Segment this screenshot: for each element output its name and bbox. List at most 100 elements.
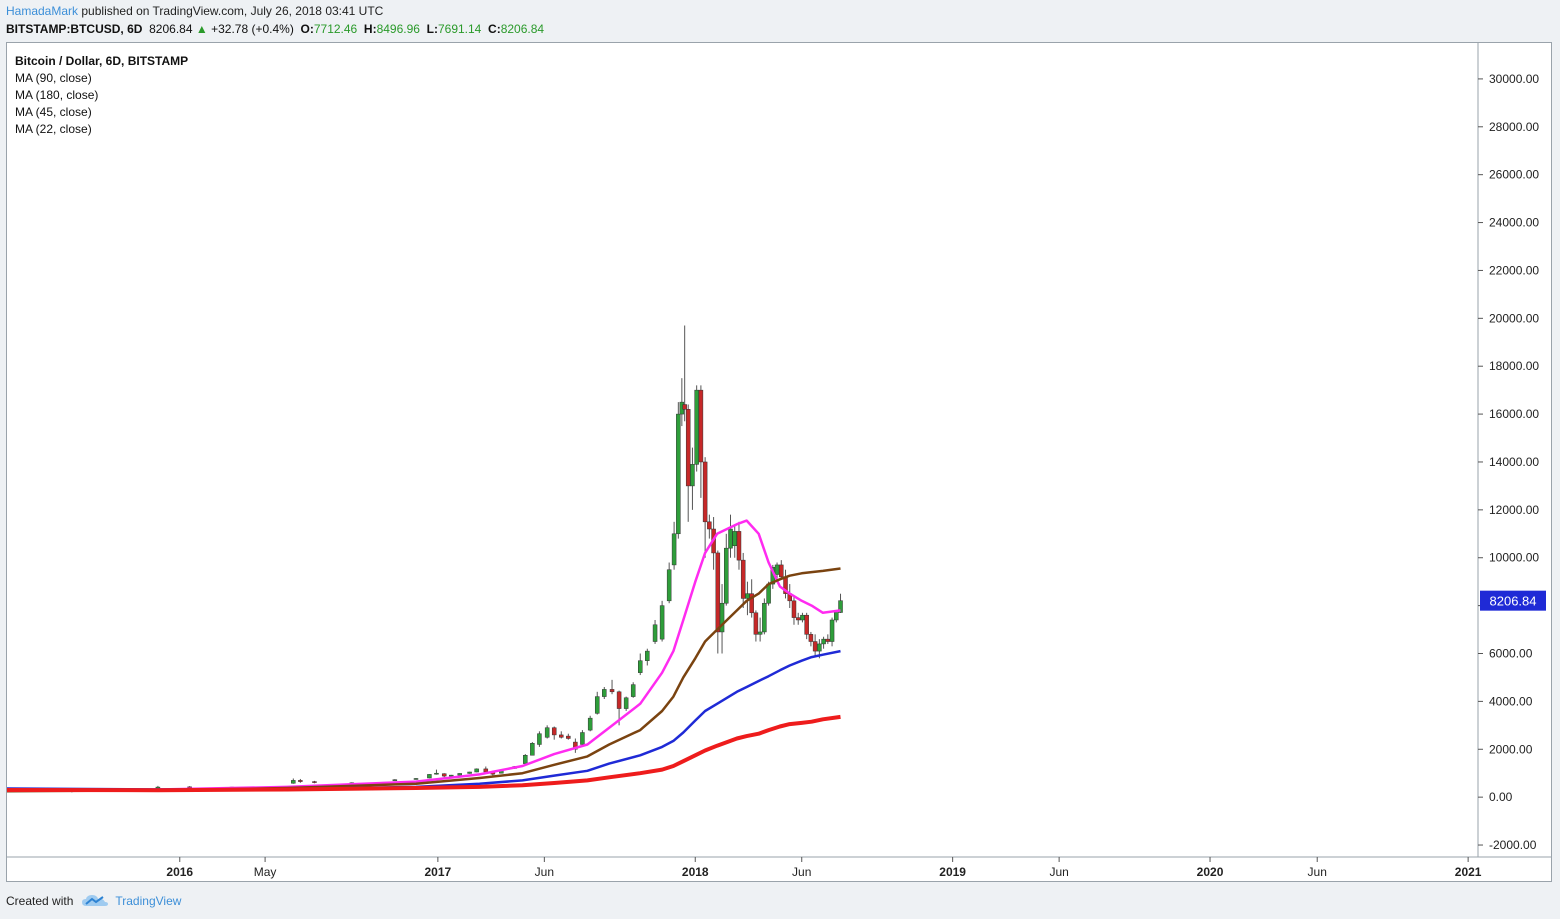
candle-body <box>676 413 681 535</box>
high-label: H: <box>363 22 377 36</box>
candle-body <box>757 631 763 635</box>
candle-body <box>719 602 725 633</box>
candle-body <box>762 602 767 633</box>
footer: Created with TradingView <box>6 893 181 909</box>
candle-body <box>800 614 805 621</box>
legend-ma45[interactable]: MA (45, close) <box>15 105 92 119</box>
tradingview-cloud-icon <box>82 895 109 906</box>
x-tick-label: 2017 <box>425 865 452 879</box>
ma-line-45 <box>6 567 841 793</box>
y-tick-label: 18000.00 <box>1489 359 1539 373</box>
candle-body <box>413 778 419 780</box>
y-tick-label: 10000.00 <box>1489 551 1539 565</box>
legend-ma90[interactable]: MA (90, close) <box>15 71 92 85</box>
y-tick-label: 14000.00 <box>1489 455 1539 469</box>
y-tick-label: 22000.00 <box>1489 263 1539 277</box>
y-tick-label: 4000.00 <box>1489 694 1533 708</box>
created-with-text: Created with <box>6 894 74 908</box>
candle-body <box>530 743 535 756</box>
candle-body <box>682 404 687 410</box>
y-tick-label: 20000.00 <box>1489 311 1539 325</box>
candle-body <box>791 600 797 618</box>
candle-body <box>808 634 814 642</box>
candles-layer <box>69 325 843 793</box>
candle-body <box>804 614 809 635</box>
candle-body <box>566 735 571 739</box>
candle-body <box>474 768 479 773</box>
x-tick-label: Jun <box>792 865 811 879</box>
y-tick-label: 26000.00 <box>1489 168 1539 182</box>
candle-body <box>838 600 843 613</box>
close-label: C: <box>488 22 501 36</box>
y-tick-label: 2000.00 <box>1489 742 1533 756</box>
candle-body <box>441 773 447 777</box>
symbol-label: BITSTAMP:BTCUSD, 6D <box>6 22 143 36</box>
y-tick-label: 28000.00 <box>1489 120 1539 134</box>
candle-body <box>740 559 746 599</box>
author-link[interactable]: HamadaMark <box>6 4 79 18</box>
y-tick-label: 12000.00 <box>1489 503 1539 517</box>
candle-body <box>829 619 835 642</box>
open-value: 7712.46 <box>313 22 358 36</box>
candle-body <box>821 638 826 645</box>
candle-body <box>652 624 658 642</box>
tradingview-link[interactable]: TradingView <box>115 894 182 908</box>
candle-body <box>724 547 729 604</box>
candle-body <box>753 612 759 635</box>
candle-body <box>812 641 818 652</box>
ma-line-90 <box>6 649 841 791</box>
candle-body <box>749 593 754 614</box>
x-tick-label: Jun <box>535 865 554 879</box>
last-price-badge <box>1480 590 1546 611</box>
y-tick-label: 16000.00 <box>1489 407 1539 421</box>
publish-text: published on TradingView.com, July 26, 2… <box>81 4 384 18</box>
candle-body <box>645 650 650 661</box>
low-label: L: <box>426 22 438 36</box>
y-tick-label: -2000.00 <box>1489 838 1537 852</box>
candle-body <box>736 531 742 561</box>
up-arrow-icon: ▲ <box>195 22 208 36</box>
candle-body <box>523 755 528 764</box>
y-tick-label: 24000.00 <box>1489 216 1539 230</box>
candle-body <box>825 638 831 642</box>
candle-body <box>594 696 600 714</box>
close-value: 8206.84 <box>500 22 545 36</box>
candle-body <box>694 389 699 465</box>
legend-ma180[interactable]: MA (180, close) <box>15 88 99 102</box>
x-tick-label: Jun <box>1308 865 1327 879</box>
candle-body <box>817 643 822 652</box>
axes-layer: -2000.000.002000.004000.006000.008000.00… <box>7 43 1552 879</box>
candle-body <box>834 612 839 621</box>
candle-body <box>434 772 439 775</box>
publish-info: HamadaMark published on TradingView.com,… <box>6 4 383 18</box>
candle-body <box>728 528 733 549</box>
candle-body <box>630 684 636 697</box>
candle-body <box>707 521 712 530</box>
low-value: 7691.14 <box>437 22 482 36</box>
candle-body <box>587 717 593 731</box>
candle-body <box>702 461 708 523</box>
x-tick-label: Jun <box>1049 865 1068 879</box>
candle-body <box>698 389 704 463</box>
last-price-label: 8206.84 <box>1490 594 1537 609</box>
candle-body <box>602 689 607 697</box>
y-tick-label: 6000.00 <box>1489 647 1533 661</box>
candle-body <box>774 564 780 575</box>
price-change: +32.78 (+0.4%) <box>211 22 294 36</box>
candle-body <box>392 779 398 781</box>
candle-body <box>666 569 672 602</box>
candle-body <box>659 605 665 640</box>
candle-body <box>690 464 695 487</box>
candle-body <box>291 780 296 784</box>
candle-body <box>779 564 784 578</box>
candle-body <box>551 727 557 736</box>
candle-body <box>609 689 615 693</box>
candle-body <box>298 780 303 782</box>
chart-frame[interactable] <box>6 42 1552 882</box>
candle-body <box>559 734 564 738</box>
y-tick-label: 0.00 <box>1489 790 1513 804</box>
candle-body <box>483 768 489 773</box>
chart-legend: Bitcoin / Dollar, 6D, BITSTAMP MA (90, c… <box>15 53 188 138</box>
legend-ma22[interactable]: MA (22, close) <box>15 122 92 136</box>
